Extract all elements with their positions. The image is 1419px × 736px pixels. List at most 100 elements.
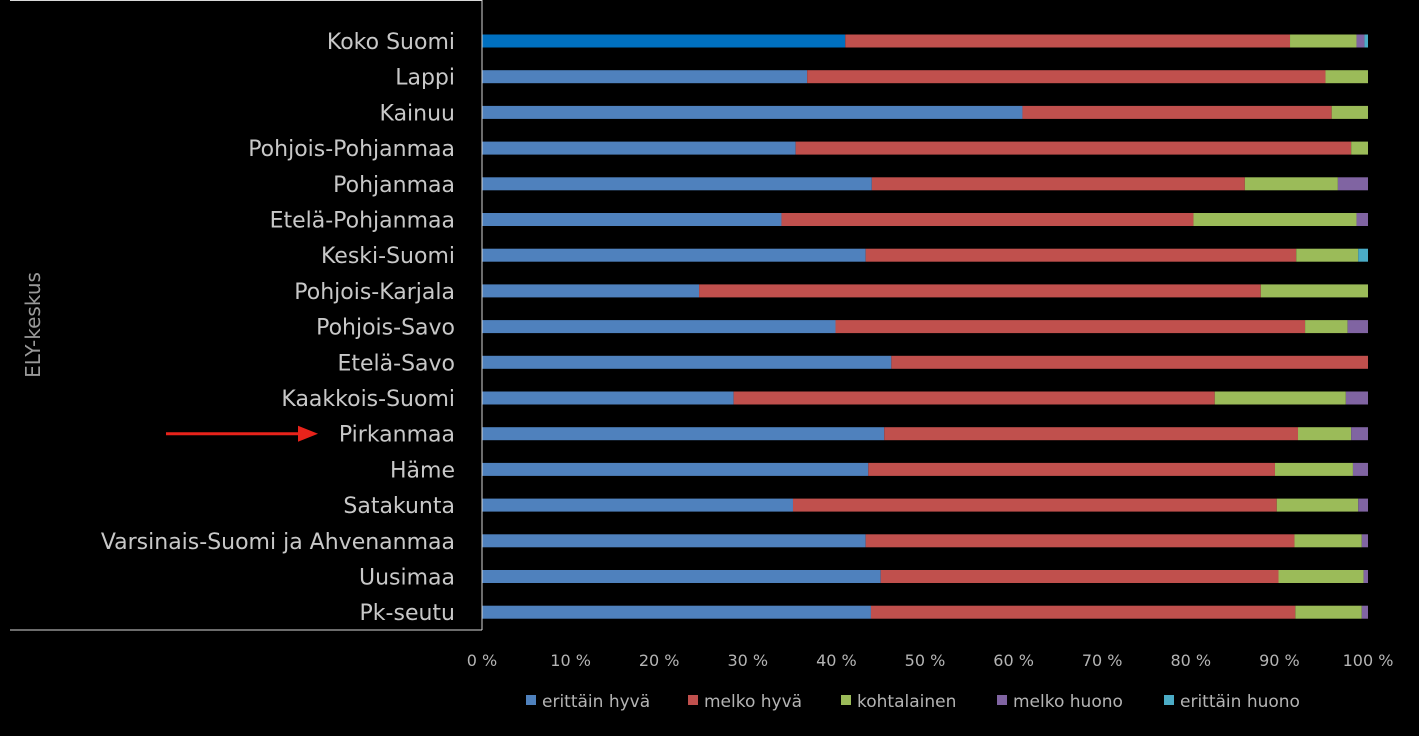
x-tick-label: 100 % <box>1343 651 1394 670</box>
bar-segment-kohtalainen-5 <box>1193 213 1357 226</box>
bar-segment-melko-hyvä-3 <box>795 141 1352 155</box>
bar-segment-kohtalainen-2 <box>1331 105 1368 119</box>
bar-segment-melko-huono-8 <box>1347 320 1368 334</box>
bar-segment-kohtalainen-8 <box>1305 320 1348 334</box>
bar-segment-melko-hyvä-1 <box>807 70 1326 84</box>
bar-segment-erittäin-hyvä-16 <box>482 605 871 619</box>
bar-segment-kohtalainen-10 <box>1214 391 1346 405</box>
bar-segment-erittäin-hyvä-10 <box>482 391 734 405</box>
legend-swatch <box>526 695 536 705</box>
bar-segment-melko-hyvä-10 <box>733 391 1215 405</box>
bar-segment-erittäin-hyvä-2 <box>482 105 1023 119</box>
legend: erittäin hyvä melko hyvä kohtalainen melko … <box>526 692 1300 712</box>
legend-label: melko huono <box>1013 692 1123 712</box>
x-tick-label: 70 % <box>1082 651 1123 670</box>
bar-segment-erittäin-huono-0 <box>1364 34 1368 48</box>
category-label: Satakunta <box>343 494 455 519</box>
legend-label: erittäin hyvä <box>542 692 650 712</box>
x-tick-label: 60 % <box>993 651 1034 670</box>
bar-segment-melko-huono-11 <box>1351 427 1368 441</box>
x-tick-label: 90 % <box>1259 651 1300 670</box>
bar-segment-erittäin-hyvä-8 <box>482 320 836 334</box>
axes-layer <box>10 0 483 631</box>
bar-segment-melko-hyvä-8 <box>835 320 1306 334</box>
category-label: Kainuu <box>380 101 455 126</box>
bar-segment-erittäin-hyvä-1 <box>482 70 808 84</box>
legend-swatch <box>841 695 851 705</box>
bar-segment-kohtalainen-14 <box>1294 534 1362 548</box>
category-label: Kaakkois-Suomi <box>281 387 455 412</box>
category-label: Varsinais-Suomi ja Ahvenanmaa <box>101 530 455 555</box>
x-tick-label: 0 % <box>467 651 497 670</box>
category-label: Pohjois-Savo <box>316 316 455 341</box>
legend-swatch <box>997 695 1007 705</box>
bar-segment-melko-hyvä-11 <box>884 427 1298 441</box>
x-tick-label: 30 % <box>727 651 768 670</box>
x-tick-label: 80 % <box>1170 651 1211 670</box>
category-label: Keski-Suomi <box>321 244 455 269</box>
bar-segment-kohtalainen-4 <box>1244 177 1338 191</box>
bar-segment-melko-hyvä-12 <box>868 462 1275 476</box>
bar-segment-melko-hyvä-4 <box>871 177 1245 191</box>
bar-segment-melko-huono-5 <box>1356 213 1368 226</box>
bar-segment-kohtalainen-7 <box>1260 284 1368 298</box>
bar-segment-melko-hyvä-2 <box>1022 105 1332 119</box>
bar-segment-melko-huono-14 <box>1361 534 1368 548</box>
category-label: Etelä-Pohjanmaa <box>270 209 455 234</box>
arrow-head <box>298 425 318 442</box>
x-tick-label: 10 % <box>550 651 591 670</box>
bar-segment-melko-hyvä-0 <box>845 34 1291 48</box>
bar-segment-melko-hyvä-7 <box>699 284 1261 298</box>
bar-segment-erittäin-hyvä-4 <box>482 177 872 191</box>
bar-segment-kohtalainen-0 <box>1290 34 1357 48</box>
bar-segment-erittäin-huono-6 <box>1358 248 1368 262</box>
category-label: Pk-seutu <box>360 601 455 626</box>
bar-segment-kohtalainen-16 <box>1295 605 1362 619</box>
highlight-arrow <box>166 425 318 442</box>
bar-segment-kohtalainen-13 <box>1276 498 1359 512</box>
bar-segment-kohtalainen-11 <box>1298 427 1352 441</box>
bar-segment-melko-hyvä-13 <box>792 498 1277 512</box>
bar-segment-melko-huono-12 <box>1352 462 1368 476</box>
bar-segment-melko-hyvä-5 <box>781 213 1194 226</box>
bar-segment-kohtalainen-1 <box>1325 70 1368 84</box>
bar-segment-melko-huono-10 <box>1345 391 1368 405</box>
x-tick-label: 40 % <box>816 651 857 670</box>
bar-segment-erittäin-hyvä-9 <box>482 355 892 369</box>
bar-segment-erittäin-hyvä-15 <box>482 570 881 583</box>
bar-segment-erittäin-hyvä-3 <box>482 141 796 155</box>
bar-segment-kohtalainen-15 <box>1278 570 1364 583</box>
bar-segment-kohtalainen-3 <box>1351 141 1368 155</box>
bar-segment-erittäin-hyvä-5 <box>482 213 782 226</box>
category-labels: Koko Suomi Lappi Kainuu Pohjois-Pohjanmaa Po… <box>101 30 455 626</box>
bar-segment-melko-huono-0 <box>1356 34 1365 48</box>
bar-segment-melko-hyvä-15 <box>880 570 1279 583</box>
bar-segment-erittäin-hyvä-11 <box>482 427 885 441</box>
category-label: Pohjois-Pohjanmaa <box>248 137 455 162</box>
category-label: Lappi <box>395 66 455 91</box>
legend-swatch <box>1164 695 1174 705</box>
bar-segment-melko-hyvä-6 <box>865 248 1297 262</box>
category-label: Uusimaa <box>359 566 455 591</box>
x-tick-label: 50 % <box>905 651 946 670</box>
y-axis-title: ELY-keskus <box>21 272 45 378</box>
category-label: Häme <box>390 458 455 483</box>
bar-segment-kohtalainen-6 <box>1296 248 1359 262</box>
legend-label: melko hyvä <box>704 692 802 712</box>
bar-segment-kohtalainen-12 <box>1274 462 1353 476</box>
x-tick-label: 20 % <box>639 651 680 670</box>
category-label: Pirkanmaa <box>339 423 455 448</box>
legend-label: erittäin huono <box>1180 692 1300 712</box>
bar-segment-melko-huono-15 <box>1363 570 1368 583</box>
bar-segment-erittäin-hyvä-0 <box>482 34 846 48</box>
bars-layer <box>482 34 1368 619</box>
bar-segment-erittäin-hyvä-7 <box>482 284 700 298</box>
bar-segment-erittäin-hyvä-6 <box>482 248 866 262</box>
bar-segment-melko-hyvä-16 <box>870 605 1296 619</box>
bar-segment-erittäin-hyvä-12 <box>482 462 869 476</box>
bar-segment-melko-huono-4 <box>1337 177 1368 191</box>
bar-segment-melko-hyvä-9 <box>891 355 1368 369</box>
category-label: Koko Suomi <box>327 30 455 55</box>
bar-segment-erittäin-hyvä-14 <box>482 534 866 548</box>
